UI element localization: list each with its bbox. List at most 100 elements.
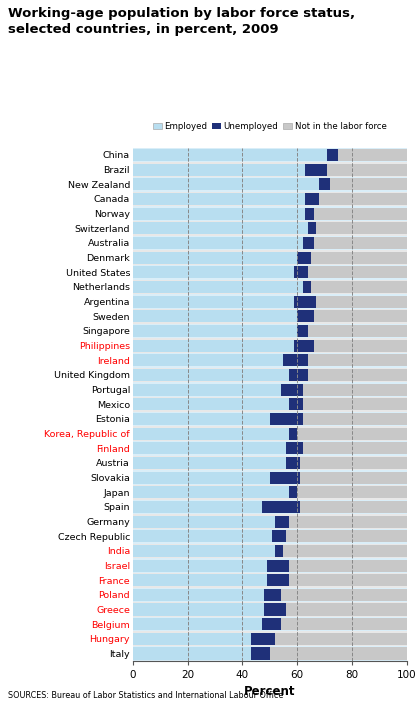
Bar (303, 281, 311, 293)
Bar (133, 411, 407, 426)
Bar (275, 545, 283, 557)
Bar (319, 179, 330, 191)
Bar (270, 647, 407, 659)
Bar (251, 633, 275, 645)
Bar (133, 646, 407, 661)
Bar (286, 457, 300, 469)
Bar (133, 323, 407, 338)
Bar (133, 515, 275, 527)
Bar (289, 398, 303, 411)
Text: Working-age population by labor force status,
selected countries, in percent, 20: Working-age population by labor force st… (8, 7, 355, 36)
Bar (133, 603, 264, 616)
Bar (133, 340, 294, 352)
Bar (133, 500, 407, 514)
Bar (303, 384, 407, 396)
Bar (286, 603, 407, 616)
Bar (133, 545, 275, 557)
Bar (133, 309, 407, 323)
Legend: Employed, Unemployed, Not in the labor force: Employed, Unemployed, Not in the labor f… (149, 119, 390, 134)
Bar (133, 325, 297, 337)
Bar (289, 515, 407, 527)
Bar (133, 486, 289, 498)
Bar (133, 266, 294, 278)
Bar (289, 427, 297, 439)
Bar (273, 530, 286, 542)
Bar (133, 588, 407, 602)
Bar (316, 295, 407, 308)
Bar (133, 369, 289, 381)
Bar (314, 237, 407, 249)
Bar (294, 295, 316, 308)
Bar (133, 384, 281, 396)
Bar (294, 266, 308, 278)
Bar (308, 222, 316, 234)
Bar (305, 193, 319, 205)
Bar (133, 457, 286, 469)
Bar (133, 543, 407, 558)
Bar (300, 472, 407, 484)
Bar (264, 603, 286, 616)
Bar (133, 193, 305, 205)
Bar (133, 470, 407, 485)
Bar (300, 457, 407, 469)
Bar (297, 486, 407, 498)
Bar (133, 252, 297, 264)
Bar (133, 573, 407, 588)
Bar (133, 397, 407, 411)
Bar (311, 252, 407, 264)
Text: SOURCES: Bureau of Labor Statistics and International Labour Office: SOURCES: Bureau of Labor Statistics and … (8, 691, 284, 700)
Bar (133, 281, 303, 293)
Bar (133, 530, 273, 542)
Bar (297, 252, 311, 264)
Bar (133, 148, 407, 162)
Bar (297, 310, 314, 322)
Bar (286, 530, 407, 542)
Bar (294, 340, 314, 352)
Bar (264, 589, 281, 601)
Bar (133, 280, 407, 295)
Bar (133, 207, 305, 219)
Bar (303, 442, 407, 454)
Bar (133, 164, 305, 176)
Bar (281, 384, 303, 396)
Bar (275, 515, 289, 527)
Bar (133, 310, 297, 322)
Bar (133, 456, 407, 470)
Bar (133, 382, 407, 397)
Bar (133, 602, 407, 617)
Bar (133, 221, 407, 236)
Bar (133, 398, 289, 411)
Bar (283, 545, 407, 557)
Bar (133, 647, 251, 659)
Bar (330, 179, 407, 191)
Bar (133, 295, 294, 308)
Bar (133, 222, 308, 234)
Bar (305, 207, 314, 219)
Bar (319, 193, 407, 205)
Bar (133, 179, 319, 191)
Bar (281, 589, 407, 601)
Bar (133, 250, 407, 265)
Bar (133, 149, 327, 161)
Bar (133, 413, 270, 425)
Bar (314, 207, 407, 219)
Bar (133, 177, 407, 192)
Bar (289, 560, 407, 572)
Bar (133, 472, 270, 484)
Bar (308, 369, 407, 381)
Bar (133, 485, 407, 500)
Bar (133, 441, 407, 456)
Bar (289, 369, 308, 381)
Bar (133, 368, 407, 382)
Bar (133, 338, 407, 353)
Bar (303, 413, 407, 425)
Bar (275, 633, 407, 645)
Bar (270, 472, 300, 484)
Bar (308, 325, 407, 337)
Bar (267, 560, 289, 572)
Bar (327, 149, 338, 161)
Bar (308, 354, 407, 366)
Bar (133, 617, 407, 631)
Bar (133, 633, 251, 645)
Bar (133, 558, 407, 573)
